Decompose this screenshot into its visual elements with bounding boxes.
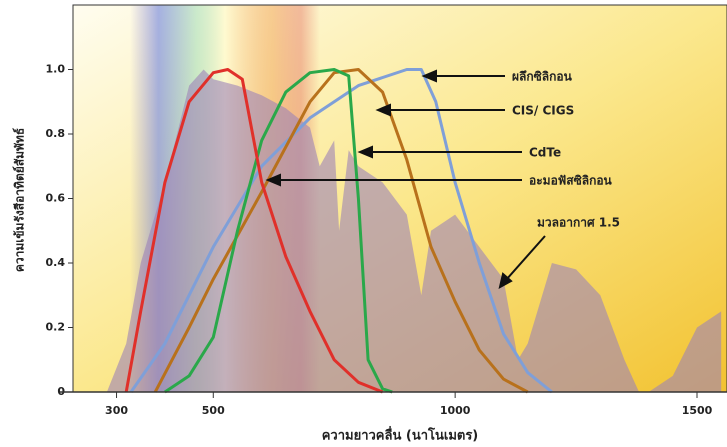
annotation: ผลึกซิลิกอน [512, 70, 573, 84]
x-tick-label: 500 [202, 404, 225, 417]
annotation: มวลอากาศ 1.5 [537, 216, 620, 230]
y-tick-label: 0.4 [46, 256, 66, 269]
x-tick-label: 1000 [440, 404, 471, 417]
annotation: CIS/ CIGS [512, 104, 574, 118]
x-axis-label: ความยาวคลื่น (นาโนเมตร) [322, 426, 479, 444]
y-tick-label: 0.6 [46, 192, 66, 205]
y-tick-label: 0.8 [46, 127, 66, 140]
annotation: อะมอฟัสซิลิกอน [529, 174, 613, 188]
x-tick-label: 300 [105, 404, 128, 417]
x-tick-label: 1500 [682, 404, 713, 417]
y-tick-label: 0.2 [46, 321, 66, 334]
y-axis-label: ความเข้มรังสีอาทิตย์สัมพัทธ์ [13, 128, 27, 272]
y-tick-label: 1.0 [46, 63, 66, 76]
chart: ผลึกซิลิกอน CIS/ CIGS CdTe อะมอฟัสซิลิกอ… [0, 0, 727, 447]
annotation: CdTe [529, 146, 561, 160]
